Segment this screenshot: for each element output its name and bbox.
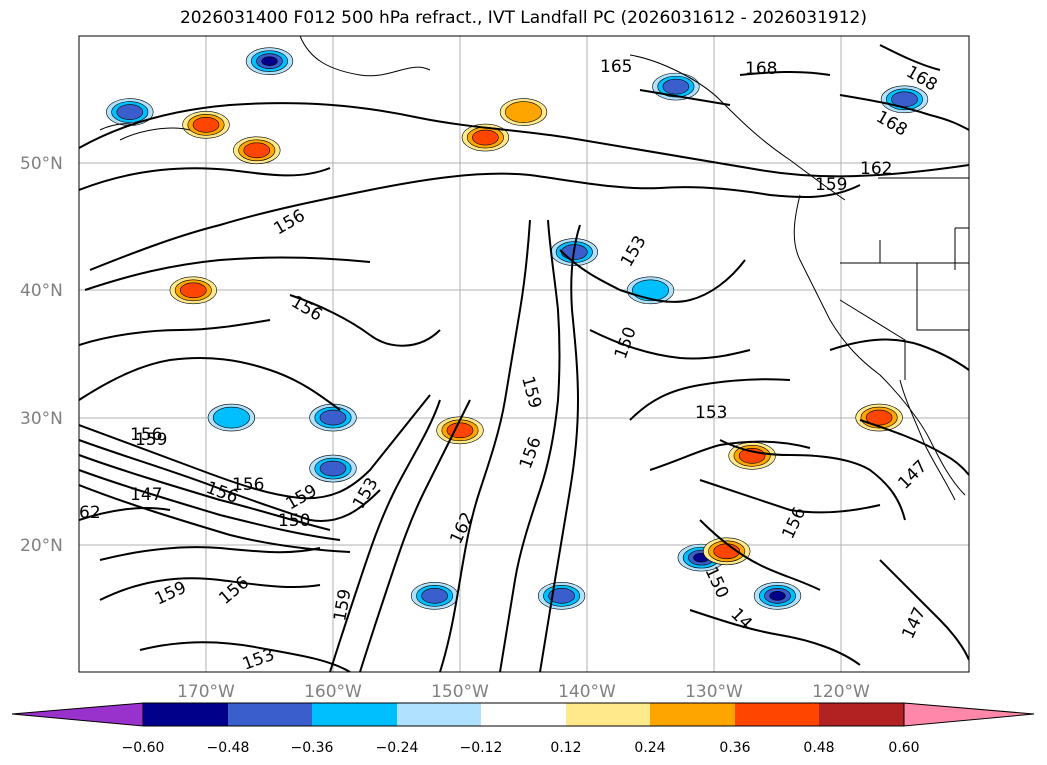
colorbar-frame bbox=[142, 702, 905, 727]
colorbar-segment bbox=[312, 703, 397, 726]
colorbar-tick: −0.48 bbox=[207, 740, 250, 756]
map-background bbox=[79, 36, 969, 672]
colorbar-segment bbox=[819, 703, 904, 726]
latitude-labels: 50°N 40°N 30°N 20°N bbox=[20, 154, 63, 556]
contour-label: 162 bbox=[860, 159, 892, 179]
lon-label-160w: 160°W bbox=[304, 682, 362, 702]
contour-label: 62 bbox=[79, 503, 101, 523]
contour-label: 165 bbox=[600, 57, 632, 77]
anomaly-blob bbox=[116, 104, 144, 120]
anomaly-blob bbox=[192, 117, 220, 133]
anomaly-blob bbox=[446, 422, 474, 439]
contour-label: 168 bbox=[745, 59, 777, 79]
colorbar-max-extend bbox=[903, 702, 1035, 727]
anomaly-blob bbox=[769, 591, 786, 601]
lon-label-140w: 140°W bbox=[558, 682, 616, 702]
anomaly-blob bbox=[319, 409, 347, 426]
colorbar-segment bbox=[735, 703, 819, 726]
lat-label-30n: 30°N bbox=[20, 409, 63, 429]
contour-label: 156 bbox=[130, 425, 162, 445]
coastline bbox=[99, 36, 969, 501]
anomaly-blob bbox=[548, 588, 575, 604]
contour-label: 159 bbox=[815, 175, 847, 195]
map-title: 2026031400 F012 500 hPa refract., IVT La… bbox=[179, 8, 867, 28]
colorbar-segment bbox=[481, 703, 566, 726]
colorbar-tick: −0.24 bbox=[376, 740, 419, 756]
colorbar-tick: 0.36 bbox=[719, 740, 750, 756]
colorbar-segment bbox=[228, 703, 312, 726]
anomaly-blob bbox=[631, 279, 669, 302]
colorbar-tick: 0.12 bbox=[550, 740, 581, 756]
colorbar-segment bbox=[143, 703, 228, 726]
lon-label-130w: 130°W bbox=[685, 682, 743, 702]
contour-label: 147 bbox=[130, 485, 162, 505]
lon-label-170w: 170°W bbox=[177, 682, 235, 702]
colorbar-tick: 0.60 bbox=[888, 740, 919, 756]
colorbar-min-extend bbox=[11, 702, 144, 727]
colorbar: −0.60 −0.48 −0.36 −0.24 −0.12 0.12 0.24 … bbox=[11, 702, 1035, 756]
lat-label-50n: 50°N bbox=[20, 154, 63, 174]
lat-label-40n: 40°N bbox=[20, 281, 63, 301]
colorbar-segment bbox=[397, 703, 481, 726]
contour-label: 156 bbox=[232, 475, 264, 495]
colorbar-tick: −0.12 bbox=[460, 740, 503, 756]
colorbar-ticks: −0.60 −0.48 −0.36 −0.24 −0.12 0.12 0.24 … bbox=[122, 740, 920, 756]
colorbar-tick: −0.60 bbox=[122, 740, 165, 756]
map-frame bbox=[78, 35, 970, 673]
lat-label-20n: 20°N bbox=[20, 536, 63, 556]
lon-label-120w: 120°W bbox=[812, 682, 870, 702]
height-contours bbox=[79, 44, 969, 672]
longitude-labels: 170°W 160°W 150°W 140°W 130°W 120°W bbox=[177, 682, 870, 702]
anomaly-blob bbox=[180, 282, 207, 299]
colorbar-tick: 0.48 bbox=[803, 740, 834, 756]
anomaly-blob bbox=[865, 409, 893, 426]
lon-label-150w: 150°W bbox=[431, 682, 489, 702]
anomaly-blob bbox=[662, 78, 690, 95]
colorbar-segment bbox=[650, 703, 735, 726]
anomaly-blob bbox=[421, 588, 448, 604]
anomaly-blob bbox=[472, 129, 499, 146]
anomaly-blob bbox=[504, 101, 542, 123]
contour-label: 153 bbox=[695, 403, 727, 423]
anomaly-blob bbox=[243, 142, 271, 159]
anomaly-blob bbox=[261, 56, 278, 66]
contour-label: 150 bbox=[278, 511, 310, 531]
colorbar-tick: −0.36 bbox=[291, 740, 334, 756]
anomaly-blob bbox=[212, 406, 250, 429]
colorbar-tick: 0.24 bbox=[634, 740, 665, 756]
anomaly-shading bbox=[106, 47, 929, 610]
colorbar-segment bbox=[566, 703, 650, 726]
contour-label: 159 bbox=[135, 430, 167, 450]
anomaly-blob bbox=[319, 460, 347, 477]
